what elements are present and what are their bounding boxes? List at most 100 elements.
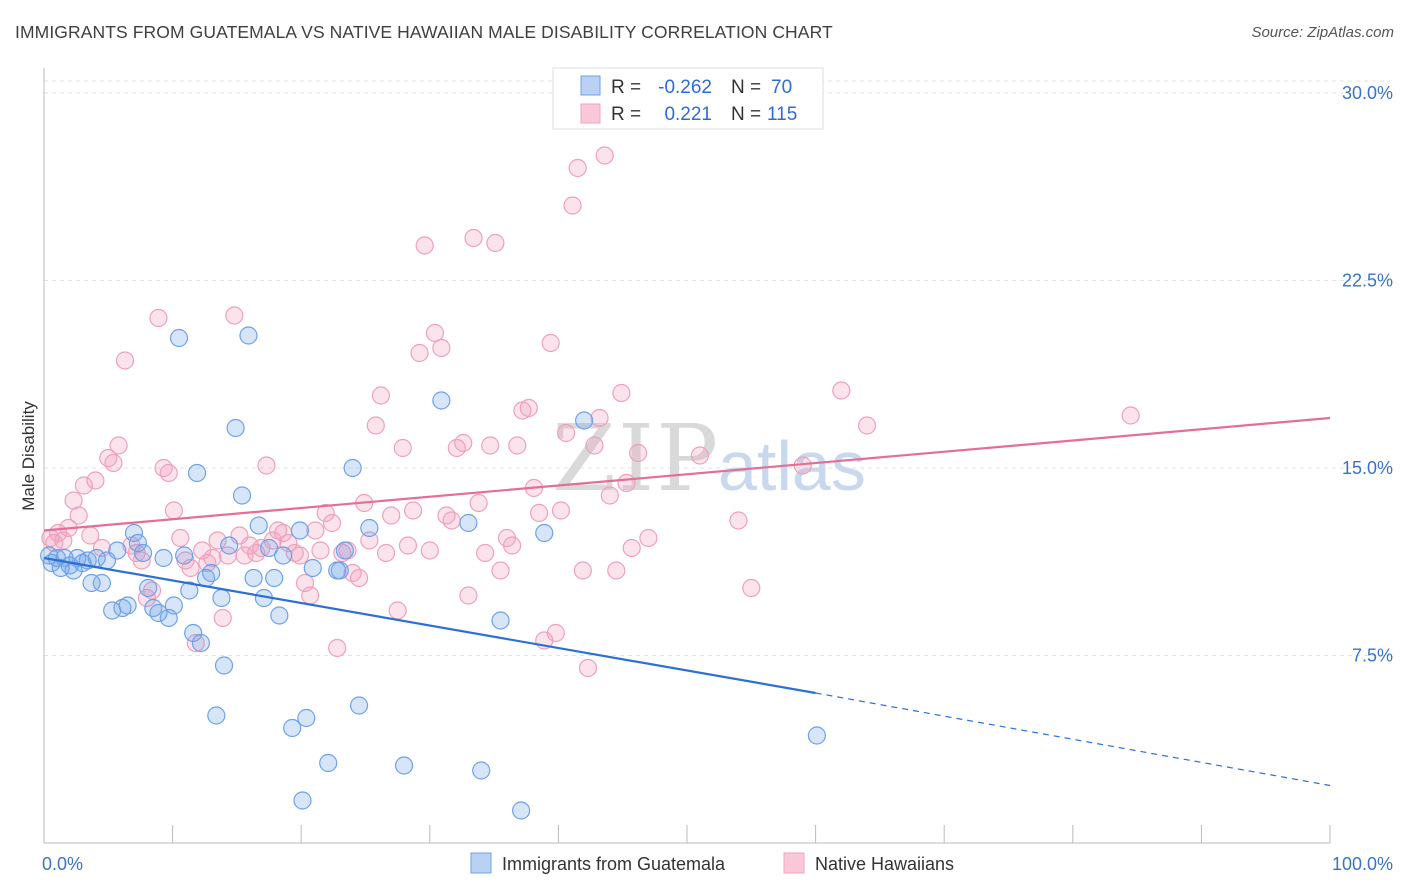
guatemala-point-52 [303, 558, 322, 578]
guatemala-point-46 [265, 568, 284, 588]
hawaiian-point-104 [607, 561, 626, 580]
hawaiian-point-11 [99, 448, 118, 468]
legend-r-value-2: 0.221 [664, 104, 712, 125]
guatemala-point-42 [244, 568, 263, 588]
hawaiian-point-24 [171, 528, 190, 548]
legend-n-value-2: 115 [767, 104, 797, 125]
hawaiian-point-64 [388, 601, 407, 620]
guatemala-point-15 [108, 541, 127, 560]
hawaiian-point-103 [600, 486, 619, 505]
hawaiian-point-108 [629, 443, 648, 463]
guatemala-points [40, 326, 826, 820]
hawaiian-point-30 [203, 548, 222, 568]
hawaiian-point-72 [432, 338, 451, 358]
guatemala-point-67 [575, 411, 594, 430]
legend-r-label-1: R = [611, 77, 641, 98]
hawaiian-point-88 [519, 398, 538, 418]
source-label: Source: ZipAtlas.com [1251, 24, 1394, 41]
guatemala-point-68 [512, 801, 531, 820]
guatemala-point-48 [274, 546, 293, 565]
guatemala-point-55 [335, 541, 355, 560]
hawaiian-point-83 [491, 561, 510, 580]
bottom-legend: Immigrants from Guatemala Native Hawaiia… [470, 852, 954, 874]
hawaiian-point-80 [475, 543, 495, 563]
guatemala-point-12 [92, 573, 111, 593]
guatemala-point-27 [169, 328, 189, 348]
hawaiian-point-37 [240, 536, 259, 555]
guatemala-point-22 [144, 598, 163, 618]
hawaiian-point-81 [481, 436, 500, 455]
hawaiian-point-93 [546, 623, 565, 643]
hawaiian-point-46 [290, 546, 310, 565]
guatemala-point-20 [133, 543, 153, 563]
guatemala-point-59 [293, 791, 312, 810]
hawaiian-point-49 [306, 521, 325, 540]
native-hawaiians-points [41, 146, 1140, 678]
guatemala-point-31 [187, 463, 207, 483]
guatemala-point-17 [118, 596, 137, 615]
hawaiian-point-78 [464, 228, 483, 248]
hawaiian-point-105 [612, 383, 631, 403]
hawaiian-point-32 [213, 608, 232, 628]
hawaiian-point-36 [235, 546, 254, 565]
hawaiian-point-76 [454, 433, 473, 453]
guatemala-point-39 [226, 418, 245, 438]
trend-lines [43, 416, 1331, 787]
guatemala-point-51 [297, 708, 316, 728]
hawaiian-point-66 [398, 536, 418, 555]
hawaiian-point-50 [311, 541, 330, 560]
guatemala-point-60 [360, 518, 379, 538]
hawaiian-point-71 [425, 323, 445, 343]
bottom-legend-label-guatemala: Immigrants from Guatemala [502, 854, 726, 874]
guatemala-trend-line [43, 556, 816, 695]
bottom-legend-label-hawaiians: Native Hawaiians [815, 854, 954, 874]
guatemala-point-45 [259, 538, 279, 558]
guatemala-point-23 [149, 603, 168, 623]
hawaiian-point-63 [382, 506, 401, 525]
hawaiian-point-110 [690, 446, 709, 465]
guatemala-point-66 [535, 523, 554, 543]
guatemala-point-30 [184, 623, 203, 643]
hawaiian-point-99 [578, 658, 598, 678]
hawaiian-point-77 [459, 586, 478, 605]
hawaiian-point-59 [360, 531, 379, 550]
hawaiian-point-115 [857, 416, 877, 435]
hawaiian-point-60 [366, 416, 385, 435]
hawaiian-point-23 [164, 501, 183, 520]
hawaiian-point-9 [86, 471, 105, 490]
guatemala-point-49 [283, 718, 302, 738]
hawaiian-point-6 [69, 506, 88, 525]
hawaiian-point-7 [74, 476, 93, 495]
guatemala-point-10 [82, 573, 101, 593]
guatemala-point-53 [319, 753, 338, 773]
hawaiian-point-85 [503, 536, 522, 555]
guatemala-point-35 [207, 706, 226, 725]
hawaiian-point-22 [159, 463, 178, 483]
hawaiian-point-100 [585, 436, 604, 455]
hawaiian-point-14 [115, 351, 135, 370]
guatemala-point-50 [290, 521, 310, 540]
hawaiian-point-29 [198, 553, 217, 573]
hawaiian-point-62 [376, 543, 396, 563]
hawaiian-point-70 [420, 541, 439, 560]
x-tick-labels: 0.0% 100.0% [42, 854, 1393, 874]
hawaiian-point-13 [109, 436, 128, 455]
hawaiian-point-114 [832, 381, 851, 400]
guatemala-point-36 [212, 588, 231, 608]
watermark-zip: ZIP [552, 405, 720, 512]
hawaiian-point-21 [154, 458, 173, 478]
x-tick-label-1: 100.0% [1332, 854, 1393, 874]
hawaiian-point-61 [371, 386, 391, 405]
hawaiian-point-90 [530, 503, 549, 523]
guatemala-point-41 [239, 326, 258, 345]
hawaiian-point-102 [595, 146, 614, 165]
hawaiian-point-82 [486, 233, 505, 253]
hawaiian-point-51 [316, 503, 335, 523]
hawaiian-point-69 [415, 236, 434, 255]
hawaiian-point-12 [104, 453, 123, 473]
legend-r-label-2: R = [611, 104, 641, 125]
hawaiian-point-57 [349, 568, 369, 588]
guatemala-point-38 [220, 536, 239, 555]
top-legend: R = -0.262 N = 70 R = 0.221 N = 115 [552, 67, 824, 130]
